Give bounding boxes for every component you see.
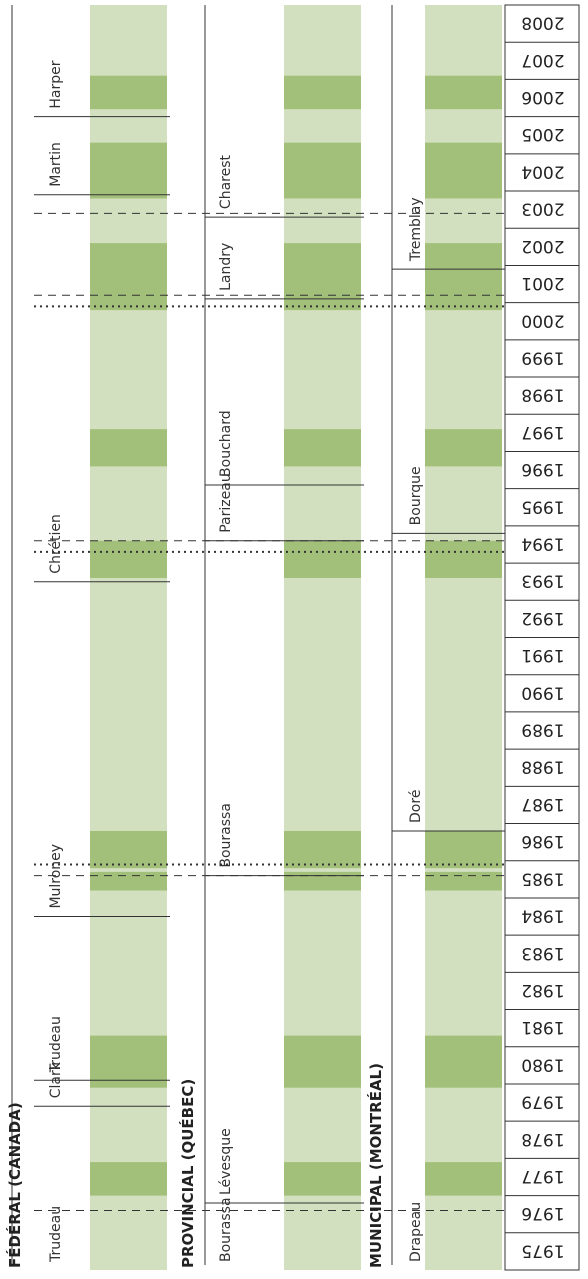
federal-dark-period (90, 1162, 167, 1196)
provincial-leader-name: Bouchard (218, 410, 234, 477)
federal-leader-name: Mulroney (48, 844, 64, 909)
provincial-leader-name: Landry (218, 243, 234, 291)
year-label-2008: 2008 (521, 13, 564, 33)
year-label-1993: 1993 (521, 571, 564, 591)
year-label-2000: 2000 (521, 310, 564, 330)
federal-leader-name: Martin (48, 142, 64, 187)
municipal-heading: MUNICIPAL (MONTRÉAL) (366, 1063, 385, 1268)
year-label-1995: 1995 (521, 496, 564, 516)
year-label-2004: 2004 (521, 161, 564, 181)
provincial-leader-name: Bourassa (218, 1197, 234, 1262)
federal-dark-period (90, 142, 167, 199)
federal-dark-period (90, 540, 167, 578)
federal-dark-period (90, 429, 167, 467)
federal-leader-name: Harper (48, 60, 64, 108)
year-label-2002: 2002 (521, 236, 564, 256)
municipal-leader-name: Drapeau (408, 1202, 424, 1262)
provincial-dark-period (284, 871, 361, 891)
year-label-2005: 2005 (521, 124, 564, 144)
provincial-leader-name: Parizeau (218, 473, 234, 532)
municipal-dark-period (425, 1162, 502, 1196)
municipal-dark-period (425, 429, 502, 467)
municipal-dark-period (425, 830, 502, 869)
year-label-1998: 1998 (521, 385, 564, 405)
year-label-1996: 1996 (521, 459, 564, 479)
year-label-1981: 1981 (521, 1017, 564, 1037)
municipal-dark-period (425, 142, 502, 199)
year-label-1978: 1978 (521, 1129, 564, 1149)
provincial-dark-period (284, 142, 361, 199)
federal-dark-period (90, 830, 167, 869)
year-label-1997: 1997 (521, 422, 564, 442)
year-label-1987: 1987 (521, 794, 564, 814)
year-label-1980: 1980 (521, 1054, 564, 1074)
provincial-leader-name: Lévesque (218, 1128, 234, 1195)
provincial-leader-name: Bourassa (218, 803, 234, 868)
provincial-dark-period (284, 429, 361, 467)
provincial-dark-period (284, 1035, 361, 1088)
federal-dark-period (90, 1035, 167, 1088)
year-label-1992: 1992 (521, 608, 564, 628)
year-label-1982: 1982 (521, 980, 564, 1000)
federal-dark-period (90, 75, 167, 110)
year-label-1989: 1989 (521, 720, 564, 740)
year-label-1994: 1994 (521, 533, 564, 553)
year-label-1991: 1991 (521, 645, 564, 665)
year-label-2007: 2007 (521, 50, 564, 70)
year-label-1985: 1985 (521, 868, 564, 888)
municipal-leader-name: Bourque (408, 466, 424, 525)
year-label-1979: 1979 (521, 1092, 564, 1112)
federal-leader-name: Chrétien (48, 514, 64, 574)
year-label-1977: 1977 (521, 1166, 564, 1186)
federal-leader-name: Trudeau (48, 1206, 64, 1263)
year-label-2006: 2006 (521, 87, 564, 107)
provincial-leader-name: Charest (218, 154, 234, 209)
year-label-1990: 1990 (521, 682, 564, 702)
year-label-1986: 1986 (521, 831, 564, 851)
year-label-1988: 1988 (521, 757, 564, 777)
federal-leader-name: Trudeau (48, 1016, 64, 1073)
year-label-2001: 2001 (521, 273, 564, 293)
federal-dark-period (90, 243, 167, 311)
provincial-dark-period (284, 830, 361, 869)
year-label-2003: 2003 (521, 199, 564, 219)
municipal-dark-period (425, 243, 502, 311)
municipal-dark-period (425, 1035, 502, 1088)
municipal-dark-period (425, 75, 502, 110)
federal-heading: FÉDÉRAL (CANADA) (5, 1102, 24, 1268)
provincial-heading: PROVINCIAL (QUÉBEC) (178, 1079, 197, 1268)
year-label-1983: 1983 (521, 943, 564, 963)
provincial-dark-period (284, 243, 361, 311)
year-label-1976: 1976 (521, 1203, 564, 1223)
federal-dark-period (90, 871, 167, 891)
year-label-1975: 1975 (521, 1240, 564, 1260)
municipal-leader-name: Doré (408, 790, 424, 823)
provincial-dark-period (284, 75, 361, 110)
year-label-1984: 1984 (521, 906, 564, 926)
provincial-dark-period (284, 540, 361, 578)
municipal-leader-name: Tremblay (408, 197, 424, 262)
provincial-dark-period (284, 1162, 361, 1196)
municipal-dark-period (425, 871, 502, 891)
municipal-dark-period (425, 540, 502, 578)
year-label-1999: 1999 (521, 347, 564, 367)
